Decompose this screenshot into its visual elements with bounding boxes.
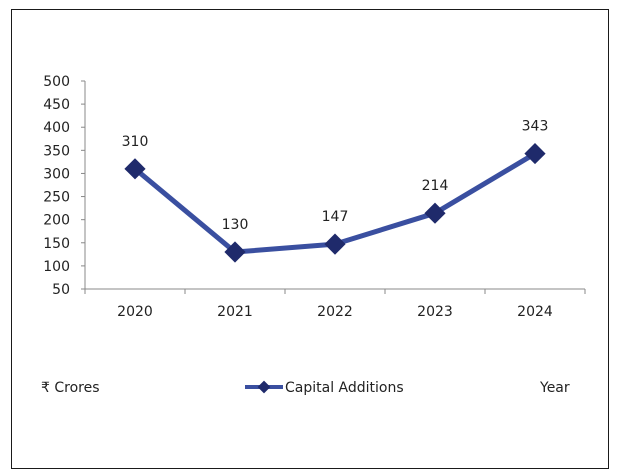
data-point-marker <box>424 202 446 224</box>
data-label: 147 <box>322 209 349 225</box>
data-label: 343 <box>522 119 549 135</box>
chart-legend: ₹ Crores Capital Additions Year <box>41 380 570 396</box>
y-tick-label: 150 <box>43 236 70 252</box>
data-label: 310 <box>122 134 149 150</box>
legend-unit-label: ₹ Crores <box>41 380 100 396</box>
data-label: 214 <box>422 178 449 194</box>
x-tick-label: 2023 <box>417 304 453 320</box>
data-point-marker <box>324 233 346 255</box>
y-tick-label: 300 <box>43 166 70 182</box>
legend-series-label: Capital Additions <box>285 380 404 396</box>
y-tick-label: 350 <box>43 143 70 159</box>
y-tick-label: 450 <box>43 97 70 113</box>
x-axis-ticks: 2020 2021 2022 2023 2024 <box>84 289 586 320</box>
series-capital-additions: 310 130 147 214 343 <box>122 119 549 263</box>
y-tick-label: 500 <box>43 74 70 90</box>
x-tick-label: 2024 <box>517 304 553 320</box>
legend-series-marker <box>257 380 271 394</box>
x-tick-label: 2021 <box>217 304 253 320</box>
data-point-marker <box>124 158 146 180</box>
y-tick-label: 100 <box>43 259 70 275</box>
y-axis-ticks: 50 100 150 200 250 300 350 400 450 500 <box>43 74 85 298</box>
chart-axes <box>84 81 585 290</box>
data-label: 130 <box>222 217 249 233</box>
data-point-marker <box>524 142 546 165</box>
x-tick-label: 2020 <box>117 304 153 320</box>
y-tick-label: 250 <box>43 190 70 206</box>
y-tick-label: 50 <box>52 282 70 298</box>
y-tick-label: 200 <box>43 213 70 229</box>
x-tick-label: 2022 <box>317 304 353 320</box>
y-tick-label: 400 <box>43 120 70 136</box>
legend-x-label: Year <box>539 380 570 396</box>
